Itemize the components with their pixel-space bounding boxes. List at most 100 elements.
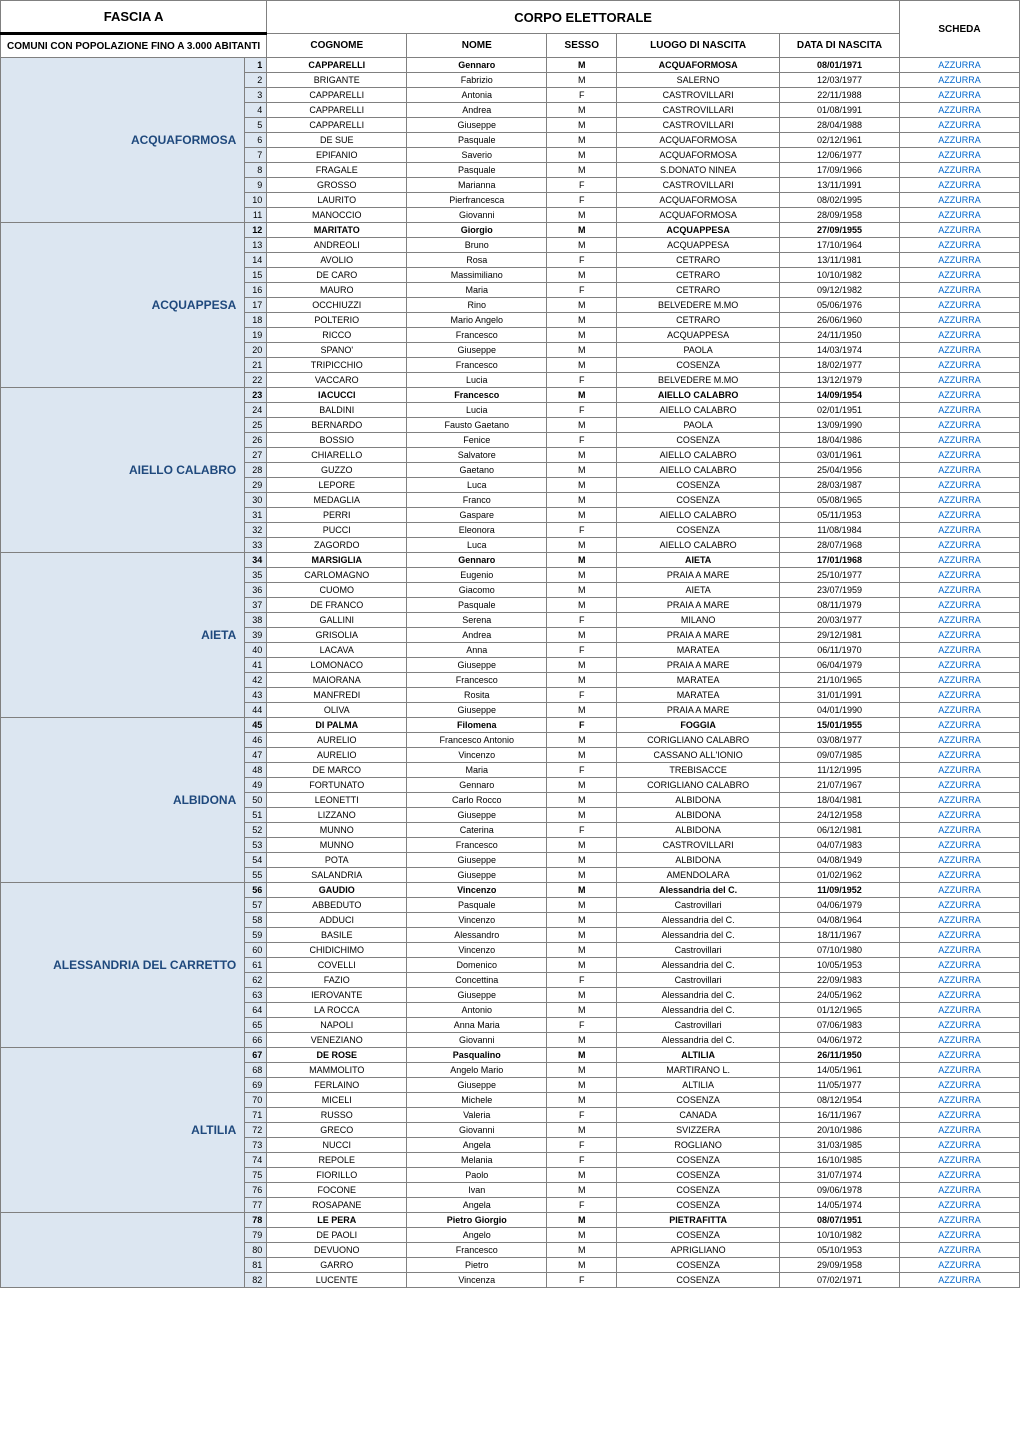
row-number: 45 [245,718,267,733]
luogo: COSENZA [617,478,780,493]
luogo: ALTILIA [617,1078,780,1093]
sesso: M [547,1048,617,1063]
scheda: AZZURRA [900,1078,1020,1093]
sesso: M [547,58,617,73]
data-nascita: 04/08/1949 [780,853,900,868]
luogo: Alessandria del C. [617,928,780,943]
table-row: ALESSANDRIA DEL CARRETTO56GAUDIOVincenzo… [1,883,1020,898]
sesso: M [547,658,617,673]
luogo: APRIGLIANO [617,1243,780,1258]
data-nascita: 16/11/1967 [780,1108,900,1123]
comune-name: ALESSANDRIA DEL CARRETTO [1,883,245,1048]
nome: Serena [407,613,547,628]
row-number: 47 [245,748,267,763]
nome: Francesco [407,1243,547,1258]
luogo: CANADA [617,1108,780,1123]
nome: Giuseppe [407,658,547,673]
cognome: MICELI [267,1093,407,1108]
sesso: M [547,1003,617,1018]
row-number: 80 [245,1243,267,1258]
row-number: 39 [245,628,267,643]
sesso: M [547,598,617,613]
table-body: ACQUAFORMOSA1CAPPARELLIGennaroMACQUAFORM… [1,58,1020,1288]
luogo: AMENDOLARA [617,868,780,883]
scheda: AZZURRA [900,628,1020,643]
sesso: M [547,463,617,478]
nome: Pierfrancesca [407,193,547,208]
nome: Marianna [407,178,547,193]
row-number: 28 [245,463,267,478]
data-nascita: 12/03/1977 [780,73,900,88]
luogo: PAOLA [617,418,780,433]
row-number: 71 [245,1108,267,1123]
scheda: AZZURRA [900,1123,1020,1138]
cognome: MUNNO [267,838,407,853]
sesso: M [547,1063,617,1078]
nome: Fabrizio [407,73,547,88]
scheda: AZZURRA [900,418,1020,433]
sesso: M [547,343,617,358]
nome: Lucia [407,373,547,388]
data-nascita: 07/02/1971 [780,1273,900,1288]
nome: Gennaro [407,58,547,73]
row-number: 81 [245,1258,267,1273]
sesso: M [547,943,617,958]
data-nascita: 02/01/1951 [780,403,900,418]
row-number: 27 [245,448,267,463]
sesso: M [547,748,617,763]
data-nascita: 24/05/1962 [780,988,900,1003]
data-nascita: 28/09/1958 [780,208,900,223]
sesso: M [547,733,617,748]
scheda: AZZURRA [900,778,1020,793]
luogo: CETRARO [617,268,780,283]
row-number: 35 [245,568,267,583]
cognome: EPIFANIO [267,148,407,163]
data-nascita: 08/01/1971 [780,58,900,73]
data-nascita: 27/09/1955 [780,223,900,238]
luogo: CETRARO [617,253,780,268]
scheda: AZZURRA [900,928,1020,943]
data-nascita: 31/07/1974 [780,1168,900,1183]
scheda: AZZURRA [900,403,1020,418]
row-number: 74 [245,1153,267,1168]
nome: Giovanni [407,1033,547,1048]
luogo: ALBIDONA [617,808,780,823]
data-nascita: 04/06/1972 [780,1033,900,1048]
scheda: AZZURRA [900,523,1020,538]
luogo: AIETA [617,583,780,598]
cognome: MANOCCIO [267,208,407,223]
sesso: F [547,688,617,703]
luogo: AIELLO CALABRO [617,508,780,523]
data-nascita: 21/10/1965 [780,673,900,688]
sesso: M [547,898,617,913]
cognome: GRECO [267,1123,407,1138]
table-row: AIETA34MARSIGLIAGennaroMAIETA17/01/1968A… [1,553,1020,568]
data-nascita: 08/07/1951 [780,1213,900,1228]
nome: Angela [407,1138,547,1153]
data-nascita: 14/05/1961 [780,1063,900,1078]
cognome: DE SUE [267,133,407,148]
luogo: Alessandria del C. [617,1003,780,1018]
table-row: ACQUAPPESA12MARITATOGiorgioMACQUAPPESA27… [1,223,1020,238]
cognome: GROSSO [267,178,407,193]
nome: Angelo Mario [407,1063,547,1078]
luogo: ALBIDONA [617,853,780,868]
nome: Gaetano [407,463,547,478]
scheda: AZZURRA [900,1153,1020,1168]
nome: Francesco [407,358,547,373]
nome: Giuseppe [407,118,547,133]
sesso: F [547,253,617,268]
luogo: PRAIA A MARE [617,568,780,583]
cognome: MAIORANA [267,673,407,688]
luogo: AIETA [617,553,780,568]
luogo: ACQUAPPESA [617,223,780,238]
header-data: DATA DI NASCITA [780,34,900,58]
row-number: 55 [245,868,267,883]
row-number: 11 [245,208,267,223]
data-nascita: 31/01/1991 [780,688,900,703]
data-nascita: 23/07/1959 [780,583,900,598]
nome: Luca [407,478,547,493]
scheda: AZZURRA [900,583,1020,598]
row-number: 78 [245,1213,267,1228]
data-nascita: 25/10/1977 [780,568,900,583]
